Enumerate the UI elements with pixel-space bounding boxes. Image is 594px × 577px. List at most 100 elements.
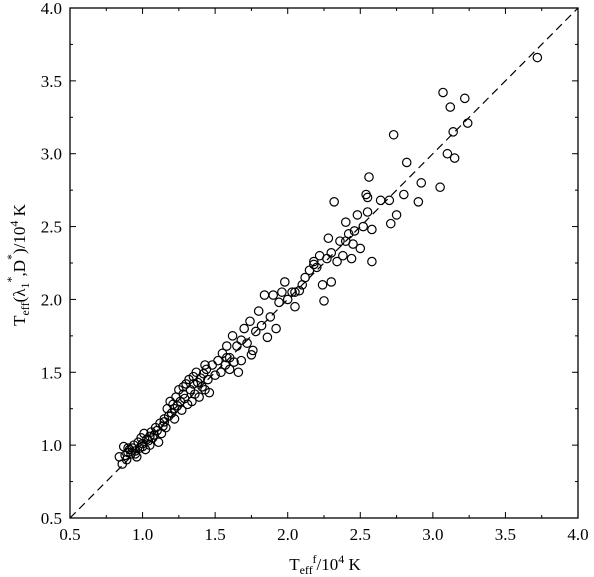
data-point-104 — [326, 248, 337, 258]
data-point-136 — [462, 118, 473, 128]
data-point-15 — [137, 441, 148, 452]
data-point-102 — [322, 253, 332, 264]
data-point-127 — [413, 197, 424, 207]
plot-frame — [69, 7, 579, 519]
data-point-118 — [362, 207, 373, 217]
y-label-p2: ,D — [10, 260, 29, 277]
x-label-rest: /10 — [317, 555, 339, 574]
data-point-95 — [300, 272, 310, 283]
data-point-85 — [268, 290, 278, 300]
data-point-119 — [364, 172, 374, 182]
data-point-132 — [445, 102, 456, 112]
data-point-87 — [274, 297, 284, 308]
y-label-sup2: * — [4, 254, 18, 260]
data-point-84 — [265, 312, 276, 322]
data-point-141 — [145, 431, 155, 442]
y-tick-label-1: 1.0 — [41, 436, 62, 455]
data-point-70 — [227, 331, 238, 341]
data-point-79 — [250, 326, 261, 337]
data-point-134 — [449, 153, 460, 163]
data-point-72 — [232, 341, 242, 351]
data-point-128 — [416, 178, 427, 188]
data-point-71 — [229, 357, 239, 367]
data-point-147 — [221, 352, 232, 363]
y-label-sub2: 1 — [18, 283, 32, 289]
data-point-76 — [242, 338, 252, 348]
data-point-78 — [248, 345, 258, 356]
data-point-68 — [221, 341, 232, 351]
x-tick-label-4: 2.5 — [350, 525, 371, 544]
data-point-153 — [326, 277, 337, 287]
data-point-114 — [352, 210, 363, 220]
x-tick-label-7: 4.0 — [567, 525, 588, 544]
data-point-125 — [399, 189, 409, 200]
data-point-89 — [280, 277, 290, 287]
data-point-156 — [367, 256, 377, 267]
x-tick-label-6: 3.5 — [495, 525, 516, 544]
data-point-60 — [203, 374, 213, 385]
y-label-unit: K — [10, 203, 29, 220]
data-point-142 — [159, 417, 170, 427]
data-point-157 — [375, 195, 386, 206]
x-axis-label: Tefff/104 K — [289, 552, 361, 577]
y-tick-labels: 0.5 1.0 1.5 2.0 2.5 3.0 3.5 4.0 — [41, 0, 62, 528]
data-point-145 — [188, 371, 199, 382]
data-point-115 — [355, 243, 366, 254]
data-point-123 — [388, 129, 399, 140]
data-point-108 — [338, 250, 348, 261]
data-point-124 — [391, 210, 402, 220]
data-point-63 — [210, 370, 220, 380]
data-point-91 — [287, 287, 297, 297]
data-point-98 — [311, 262, 322, 273]
data-point-122 — [385, 218, 396, 229]
data-point-150 — [246, 349, 257, 360]
data-point-143 — [169, 414, 180, 424]
y-tick-label-3: 2.0 — [41, 290, 62, 309]
data-point-109 — [340, 217, 351, 227]
data-point-146 — [200, 360, 210, 370]
data-point-88 — [277, 287, 287, 297]
data-point-73 — [233, 367, 244, 378]
data-point-86 — [271, 323, 281, 334]
y-label-p3: )/10 — [10, 227, 29, 254]
data-point-107 — [335, 236, 345, 246]
data-point-82 — [259, 290, 270, 300]
data-point-92 — [290, 301, 300, 312]
data-point-56 — [197, 382, 207, 392]
y-label-sup3: 4 — [7, 221, 21, 227]
data-point-50 — [188, 379, 199, 389]
data-point-139 — [130, 449, 141, 459]
y-label-p1: (λ — [10, 288, 29, 303]
data-point-101 — [319, 296, 329, 306]
data-point-113 — [349, 226, 360, 236]
x-tick-label-0: 0.5 — [59, 525, 80, 544]
data-point-37 — [169, 403, 180, 414]
data-point-130 — [438, 87, 448, 98]
data-point-43 — [178, 389, 189, 399]
data-point-138 — [123, 443, 133, 453]
data-point-140 — [137, 438, 148, 449]
data-point-154 — [340, 236, 351, 246]
data-point-54 — [194, 392, 204, 402]
y-label-main: T — [10, 315, 29, 326]
data-point-137 — [532, 52, 543, 63]
data-point-42 — [176, 405, 187, 415]
x-label-unit: K — [344, 555, 361, 574]
data-point-133 — [448, 127, 458, 137]
data-point-111 — [346, 253, 357, 264]
data-point-120 — [367, 224, 377, 235]
data-point-83 — [262, 332, 273, 343]
data-point-74 — [236, 335, 247, 346]
x-tick-label-3: 2.0 — [277, 525, 298, 544]
x-label-main: T — [289, 555, 300, 574]
data-point-129 — [435, 182, 445, 193]
y-tick-label-6: 3.5 — [41, 72, 62, 91]
data-point-105 — [329, 197, 339, 207]
data-points — [114, 52, 543, 469]
data-point-135 — [459, 93, 470, 104]
y-tick-label-5: 3.0 — [41, 145, 62, 164]
data-point-16 — [139, 428, 149, 439]
data-point-151 — [290, 287, 300, 297]
x-label-sup2: 4 — [338, 552, 344, 566]
